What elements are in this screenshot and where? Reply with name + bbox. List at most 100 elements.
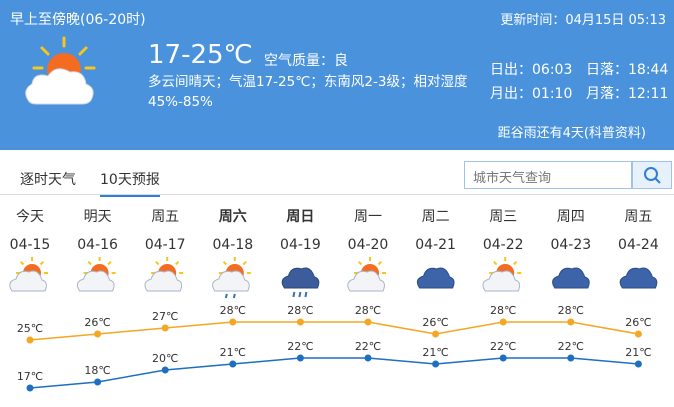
sun-ray [357, 260, 363, 266]
low-point [499, 354, 507, 362]
weather-icon [144, 257, 184, 292]
low-point [567, 354, 575, 362]
moonrise: 月出：01:10 [490, 86, 573, 102]
sun-ray [39, 260, 45, 266]
high-point [499, 318, 507, 326]
high-point [364, 318, 372, 326]
low-value-label: 22℃ [558, 340, 584, 353]
date-label: 04-21 [415, 237, 456, 253]
low-point [364, 354, 372, 362]
sunset: 日落：18:44 [586, 62, 669, 78]
cloud [347, 270, 385, 292]
high-point [432, 330, 440, 338]
sun-ray [107, 260, 112, 266]
day-label: 周五 [624, 209, 652, 225]
low-point [432, 360, 440, 368]
low-value-label: 21℃ [220, 346, 246, 359]
date-label: 04-19 [280, 237, 321, 253]
solar-term: 距谷雨还有4天(科普资料) [497, 126, 646, 141]
high-value-label: 28℃ [490, 304, 516, 317]
high-value-label: 28℃ [355, 304, 381, 317]
search-box[interactable]: 城市天气查询 [464, 161, 632, 189]
rain [304, 291, 308, 298]
low-temperature-line [29, 357, 639, 389]
low-value-label: 21℃ [422, 346, 448, 359]
day-label: 明天 [84, 209, 112, 225]
low-value-label: 22℃ [355, 340, 381, 353]
high-point [567, 318, 575, 326]
day-label: 周二 [422, 209, 450, 225]
day-label: 周五 [151, 209, 179, 225]
low-point [634, 360, 642, 368]
sun-ray [242, 260, 247, 266]
low-point [161, 366, 169, 374]
tab[interactable]: 逐时天气 [20, 172, 76, 188]
high-point [94, 330, 102, 338]
sun-ray [377, 260, 383, 266]
low-value-label: 21℃ [625, 346, 651, 359]
tab-active[interactable]: 10天预报 [100, 169, 160, 197]
cloud [281, 267, 320, 289]
header: 早上至傍晚(06-20时) 更新时间：04月15日 05:13 17-25℃ 空… [0, 0, 674, 150]
cloud [552, 267, 590, 289]
air-quality: 空气质量：良 [264, 53, 348, 69]
cloud [76, 270, 115, 292]
date-label: 04-24 [618, 237, 659, 253]
date-label: 04-17 [145, 237, 186, 253]
date-label: 04-15 [10, 237, 51, 253]
rain [224, 293, 228, 299]
day-label: 周六 [219, 208, 247, 225]
high-value-label: 26℃ [84, 316, 110, 329]
weather-icon [619, 267, 658, 289]
weather-icon [281, 267, 320, 298]
date-label: 04-20 [348, 237, 389, 253]
search-button[interactable] [632, 161, 672, 189]
search-placeholder: 城市天气查询 [473, 171, 552, 186]
day-label: 周四 [557, 209, 585, 225]
cloud [416, 267, 455, 289]
high-point [229, 318, 237, 326]
day-label: 周日 [286, 209, 314, 225]
low-point [26, 384, 34, 392]
search-icon [644, 167, 661, 184]
high-value-label: 27℃ [152, 310, 178, 323]
sun-ray [174, 260, 180, 266]
high-value-label: 26℃ [422, 316, 448, 329]
sun-ray [87, 260, 92, 266]
low-point [94, 378, 102, 386]
cloud [144, 270, 183, 292]
high-temperature-line [29, 321, 639, 341]
cloud [482, 270, 521, 292]
weather-icon [416, 267, 455, 289]
date-label: 04-16 [77, 237, 118, 253]
sunrise: 日出：06:03 [490, 62, 573, 78]
date-label: 04-22 [483, 237, 524, 253]
low-value-label: 18℃ [84, 364, 110, 377]
cloud [212, 270, 250, 292]
temperature-range: 17-25℃ [148, 40, 253, 70]
forecast: 今天 04-15 明天 04-16 周五 04-17 周六 04-18 周日 04-19 周一 04-… [9, 208, 659, 392]
weather-icon [347, 257, 386, 292]
weather-icon [552, 267, 590, 289]
low-value-label: 22℃ [490, 340, 516, 353]
sun-ray [493, 260, 498, 266]
low-value-label: 22℃ [287, 340, 313, 353]
high-point [161, 324, 169, 332]
sun-ray [512, 260, 518, 266]
description: 多云间晴天；气温17-25℃；东南风2-3级；相对湿度45%-85% [148, 74, 468, 110]
sun-ray [222, 260, 228, 266]
sun-ray [19, 260, 25, 266]
date-label: 04-23 [550, 237, 591, 253]
day-label: 周三 [489, 209, 517, 225]
low-point [296, 354, 304, 362]
low-point [229, 360, 237, 368]
date-label: 04-18 [212, 237, 253, 253]
cloud [9, 270, 47, 292]
moonset: 月落：12:11 [586, 86, 669, 102]
weather-icon [9, 257, 48, 292]
high-value-label: 28℃ [287, 304, 313, 317]
high-value-label: 25℃ [17, 322, 43, 335]
day-label: 周一 [354, 209, 382, 225]
weather-icon [76, 257, 116, 292]
